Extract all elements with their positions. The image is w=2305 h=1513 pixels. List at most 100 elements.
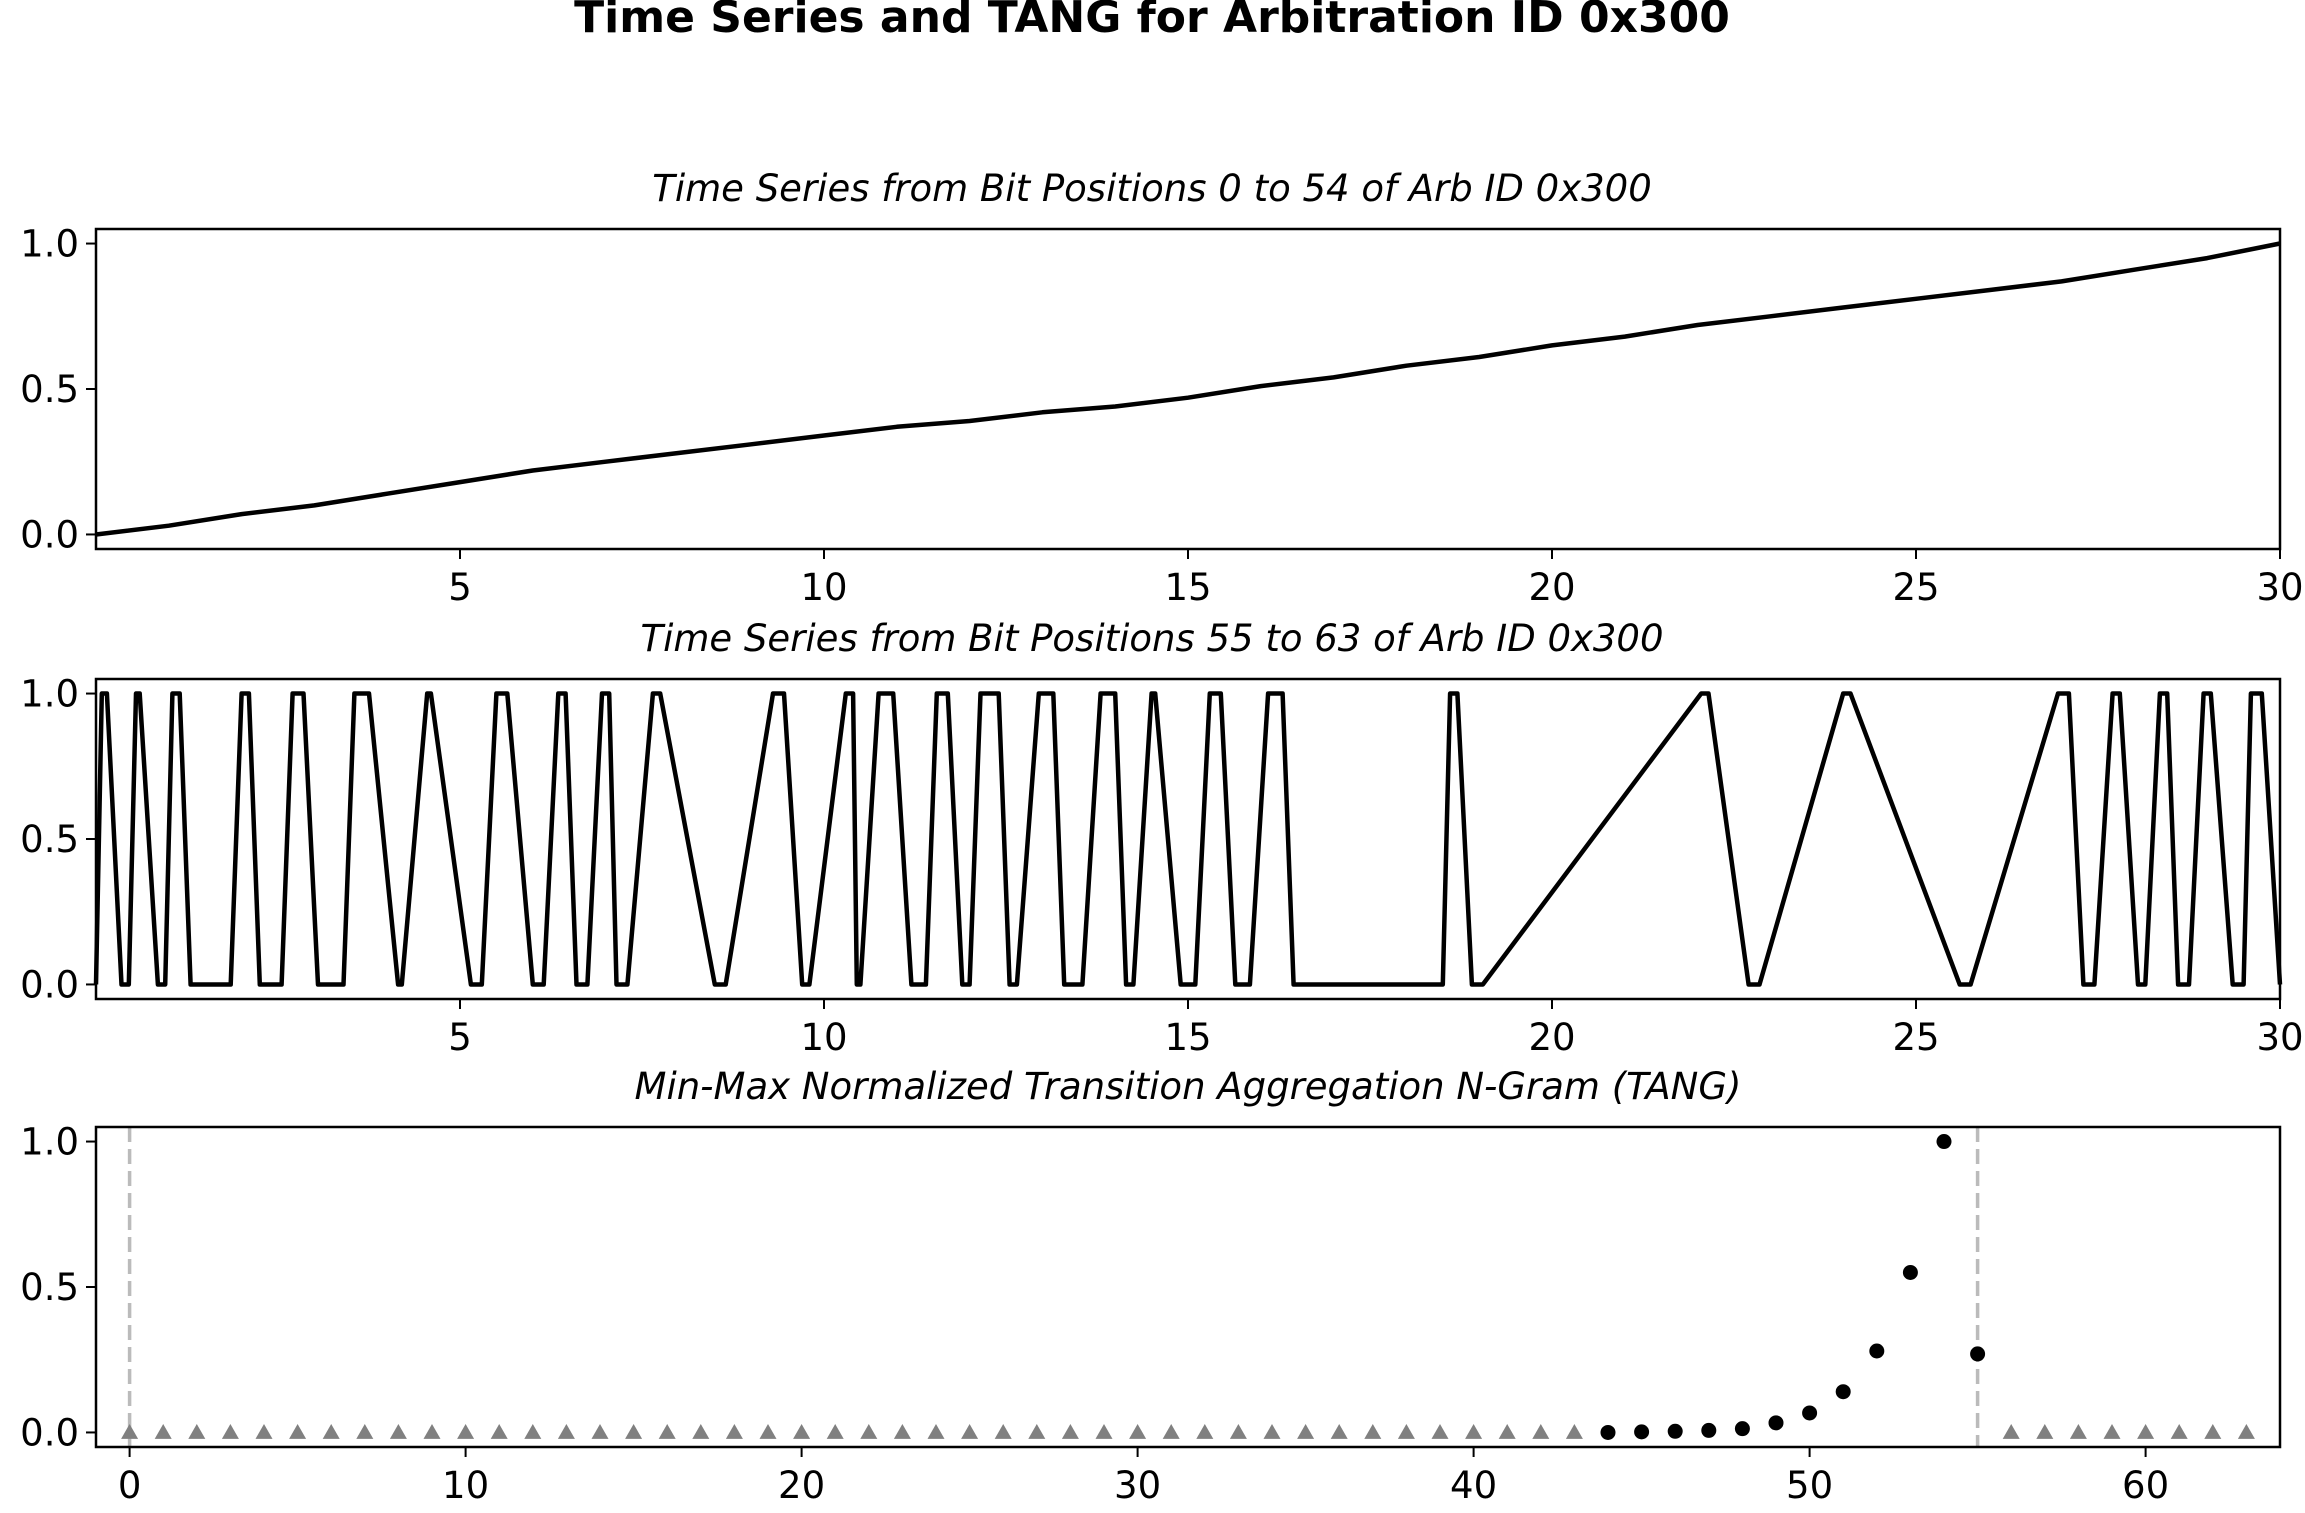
triangle-marker [1532, 1423, 1550, 1439]
circle-marker [1869, 1343, 1885, 1359]
x-tick-label: 15 [1164, 566, 1211, 609]
y-tick-label: 1.0 [20, 673, 79, 716]
triangle-marker [2002, 1423, 2020, 1439]
triangle-marker [322, 1423, 340, 1439]
circle-marker [1768, 1415, 1784, 1431]
x-tick-label: 30 [1114, 1464, 1161, 1507]
triangle-marker [356, 1423, 374, 1439]
figure-title: Time Series and TANG for Arbitration ID … [574, 0, 1730, 43]
triangle-marker [423, 1423, 441, 1439]
circle-marker [1634, 1424, 1650, 1440]
x-tick-label: 10 [442, 1464, 489, 1507]
triangle-marker [2204, 1423, 2222, 1439]
triangle-marker [591, 1423, 609, 1439]
y-tick-label: 0.0 [20, 963, 79, 1006]
subplot-bit-positions-55-63: Time Series from Bit Positions 55 to 63 … [20, 617, 2303, 1059]
circle-marker [1835, 1384, 1851, 1400]
triangle-marker [2137, 1423, 2155, 1439]
x-tick-label: 10 [800, 566, 847, 609]
triangle-marker [1095, 1423, 1113, 1439]
triangle-marker [1028, 1423, 1046, 1439]
circle-marker [1734, 1421, 1750, 1437]
x-tick-label: 30 [2256, 1016, 2303, 1059]
axes-frame [94, 1125, 2282, 1449]
triangle-marker [221, 1423, 239, 1439]
triangle-marker [961, 1423, 979, 1439]
triangle-marker [1162, 1423, 1180, 1439]
triangle-marker [1397, 1423, 1415, 1439]
y-tick-label: 0.5 [20, 818, 79, 861]
x-tick-label: 15 [1164, 1016, 1211, 1059]
triangle-marker [759, 1423, 777, 1439]
triangle-marker [1364, 1423, 1382, 1439]
y-tick-label: 0.5 [20, 368, 79, 411]
subplot-tang: Min-Max Normalized Transition Aggregatio… [20, 1065, 2282, 1507]
circle-marker [1902, 1264, 1918, 1280]
triangle-marker [893, 1423, 911, 1439]
x-tick-label: 50 [1786, 1464, 1833, 1507]
triangle-marker [2170, 1423, 2188, 1439]
triangle-marker [692, 1423, 710, 1439]
triangle-marker [2069, 1423, 2087, 1439]
triangle-marker [457, 1423, 475, 1439]
y-tick-label: 1.0 [20, 1121, 79, 1164]
triangle-marker [725, 1423, 743, 1439]
triangle-marker [658, 1423, 676, 1439]
x-tick-label: 5 [448, 1016, 472, 1059]
triangle-marker [289, 1423, 307, 1439]
x-tick-label: 25 [1892, 566, 1939, 609]
circle-marker [1667, 1423, 1683, 1439]
triangle-marker [188, 1423, 206, 1439]
triangle-marker [1565, 1423, 1583, 1439]
triangle-marker [490, 1423, 508, 1439]
triangle-marker [121, 1423, 139, 1439]
x-tick-label: 20 [1528, 566, 1575, 609]
y-tick-label: 0.0 [20, 513, 79, 556]
y-tick-label: 0.5 [20, 1266, 79, 1309]
triangle-marker [1196, 1423, 1214, 1439]
triangle-marker [2036, 1423, 2054, 1439]
subplot-title: Min-Max Normalized Transition Aggregatio… [635, 1065, 1742, 1108]
series-line [95, 241, 2281, 537]
y-tick-label: 0.0 [20, 1411, 79, 1454]
x-tick-label: 60 [2122, 1464, 2169, 1507]
circle-marker [1936, 1134, 1952, 1150]
triangle-marker [860, 1423, 878, 1439]
triangle-marker [1330, 1423, 1348, 1439]
triangle-marker [389, 1423, 407, 1439]
triangle-marker [1263, 1423, 1281, 1439]
triangle-marker [1129, 1423, 1147, 1439]
series-line [93, 691, 2283, 987]
triangle-marker [1498, 1423, 1516, 1439]
circle-marker [1600, 1424, 1616, 1440]
triangle-marker [826, 1423, 844, 1439]
triangle-marker [793, 1423, 811, 1439]
triangle-marker [524, 1423, 542, 1439]
triangle-marker [1229, 1423, 1247, 1439]
x-tick-label: 0 [118, 1464, 142, 1507]
subplot-title: Time Series from Bit Positions 0 to 54 o… [652, 167, 1652, 210]
triangle-marker [255, 1423, 273, 1439]
axes-frame [94, 227, 2282, 551]
triangle-marker [1297, 1423, 1315, 1439]
x-tick-label: 5 [448, 566, 472, 609]
x-tick-label: 25 [1892, 1016, 1939, 1059]
x-tick-label: 20 [1528, 1016, 1575, 1059]
subplot-bit-positions-0-54: Time Series from Bit Positions 0 to 54 o… [20, 167, 2303, 609]
triangle-marker [1431, 1423, 1449, 1439]
x-tick-label: 10 [800, 1016, 847, 1059]
triangle-marker [154, 1423, 172, 1439]
triangle-marker [994, 1423, 1012, 1439]
triangle-marker [557, 1423, 575, 1439]
circle-marker [1802, 1405, 1818, 1421]
circle-marker [1970, 1346, 1986, 1362]
triangle-marker [927, 1423, 945, 1439]
x-tick-label: 40 [1450, 1464, 1497, 1507]
circle-marker [1701, 1422, 1717, 1438]
subplot-title: Time Series from Bit Positions 55 to 63 … [640, 617, 1663, 660]
y-tick-label: 1.0 [20, 223, 79, 266]
x-tick-label: 30 [2256, 566, 2303, 609]
triangle-marker [625, 1423, 643, 1439]
triangle-marker [1061, 1423, 1079, 1439]
